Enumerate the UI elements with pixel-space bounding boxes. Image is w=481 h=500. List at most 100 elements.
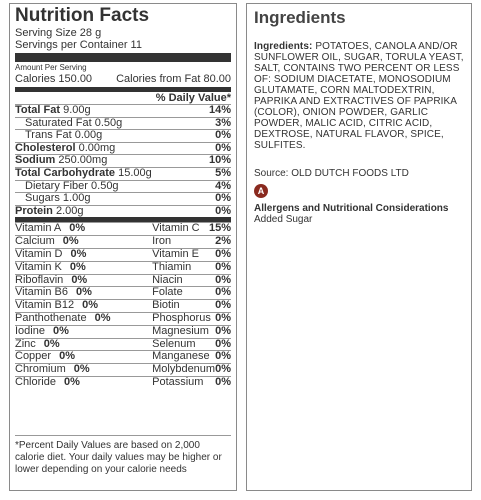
vitamin-cell: Biotin 0% (112, 299, 231, 312)
nutrient-amount: 9.00g (60, 104, 91, 116)
nutrient-row: Trans Fat 0.00g 0% (15, 129, 231, 142)
nutrient-daily-value: 10% (208, 154, 231, 167)
vitamin-cell: Vitamin K 0% (15, 260, 113, 274)
vitamin-name: Vitamin K (15, 260, 62, 273)
ingredients-panel: Ingredients Ingredients: POTATOES, CANOL… (246, 3, 472, 491)
vitamin-cell: Zinc 0% (15, 337, 113, 351)
vitamin-pct: 0% (43, 337, 60, 350)
vitamin-cell: Vitamin D 0% (15, 247, 113, 261)
calories-row: Calories 150.00 Calories from Fat 80.00 (15, 73, 231, 85)
allergen-icon: A (254, 184, 268, 198)
vitamin-name: Vitamin E (152, 247, 199, 260)
vitamin-name: Copper (15, 350, 52, 363)
vitamin-pct: 0% (215, 286, 231, 299)
vitamin-pct: 0% (215, 299, 231, 312)
nutrient-row: Protein 2.00g 0% (15, 204, 231, 218)
vitamin-cell: Iodine 0% (15, 324, 113, 338)
vitamin-mineral-grid: Vitamin A 0% Vitamin C 15% Calcium 0% Iron 2% Vi… (15, 222, 231, 388)
vitamin-pct: 0% (215, 324, 231, 337)
vitamin-divider (15, 217, 231, 223)
vitamin-pct: 0% (215, 337, 231, 350)
nutrient-name: Dietary Fiber (25, 179, 88, 192)
allergens-title: Allergens and Nutritional Considerations (254, 203, 449, 214)
nutrient-amount: 0.00mg (75, 141, 116, 154)
vitamin-name: Vitamin A (15, 222, 62, 235)
vitamin-cell: Thiamin 0% (112, 260, 231, 274)
medium-divider (15, 87, 231, 92)
nutrient-name: Sodium (15, 154, 56, 167)
vitamin-pct: 0% (69, 222, 86, 235)
vitamin-pct: 0% (215, 350, 231, 363)
vitamin-pct: 0% (94, 311, 111, 324)
amount-per-serving: Amount Per Serving (15, 63, 87, 72)
nutrient-name: Trans Fat (25, 129, 72, 142)
nutrient-label: Total Fat 9.00g (15, 104, 91, 117)
vitamin-name: Vitamin C (152, 222, 200, 235)
thick-divider (15, 53, 231, 62)
nutrient-row: Total Fat 9.00g 14% (15, 104, 231, 117)
vitamin-name: Magnesium (152, 324, 209, 337)
vitamin-name: Iron (152, 235, 172, 248)
vitamin-cell: Vitamin C 15% (112, 222, 231, 235)
nutrient-label: Sodium 250.00mg (15, 155, 107, 167)
daily-value-header: % Daily Value* (155, 92, 231, 104)
vitamin-pct: 0% (71, 273, 88, 286)
vitamin-cell: Manganese 0% (112, 350, 231, 363)
nutrient-label: Saturated Fat 0.50g (15, 117, 122, 130)
allergen-item: Added Sugar (254, 214, 313, 225)
vitamin-cell: Selenum 0% (112, 337, 231, 351)
ingredients-label: Ingredients: (254, 41, 313, 52)
vitamin-cell: Chromium 0% (15, 363, 113, 376)
vitamin-name: Vitamin B12 (15, 299, 75, 312)
vitamin-cell: Vitamin B6 0% (15, 286, 113, 299)
vitamin-cell: Vitamin B12 0% (15, 299, 113, 312)
nutrient-daily-value: 0% (215, 204, 231, 217)
vitamin-name: Chromium (15, 363, 66, 376)
nutrient-daily-value: 14% (208, 104, 231, 116)
calories-from-fat: Calories from Fat 80.00 (116, 73, 231, 85)
vitamin-cell: Potassium 0% (112, 375, 231, 389)
vitamin-name: Calcium (15, 235, 55, 248)
vitamin-cell: Riboflavin 0% (15, 273, 113, 287)
nutrient-amount: 0.00g (71, 129, 103, 142)
vitamin-cell: Vitamin E 0% (112, 247, 231, 261)
vitamin-name: Phosphorus (152, 311, 211, 324)
vitamin-pct: 0% (215, 311, 231, 324)
vitamin-pct: 0% (63, 375, 80, 388)
vitamin-name: Chloride (15, 375, 56, 388)
serving-size: Serving Size 28 g (15, 27, 102, 39)
nutrient-row: Saturated Fat 0.50g 3% (15, 116, 231, 130)
vitamin-pct: 0% (215, 273, 231, 286)
daily-value-footnote: *Percent Daily Values are based on 2,000… (15, 435, 231, 476)
vitamin-name: Molybdenum (152, 363, 216, 376)
vitamin-pct: 0% (215, 260, 231, 273)
nutrient-amount: 250.00mg (55, 154, 108, 167)
nutrient-daily-value: 5% (215, 166, 231, 179)
nutrient-daily-value: 4% (215, 179, 231, 192)
vitamin-name: Niacin (152, 273, 183, 286)
vitamin-pct: 0% (73, 363, 90, 376)
vitamin-cell: Calcium 0% (15, 235, 113, 248)
nutrition-facts-title: Nutrition Facts (15, 5, 150, 26)
calories: Calories 150.00 (15, 73, 93, 85)
nutrient-label: Trans Fat 0.00g (15, 129, 103, 142)
vitamin-pct: 0% (62, 235, 79, 248)
nutrient-row: Total Carbohydrate 15.00g 5% (15, 166, 231, 180)
vitamin-pct: 0% (69, 260, 86, 273)
vitamin-name: Biotin (152, 299, 180, 312)
nutrient-amount: 2.00g (52, 204, 84, 217)
nutrient-name: Sugars (25, 192, 60, 205)
nutrient-name: Total Fat (15, 104, 61, 116)
nutrient-amount: 1.00g (59, 192, 91, 205)
servings-per-container: Servings per Container 11 (15, 39, 142, 51)
vitamin-cell: Folate 0% (112, 286, 231, 299)
nutrient-daily-value: 0% (215, 192, 231, 205)
allergen-list: Added Sugar (254, 214, 464, 226)
vitamin-cell: Vitamin A 0% (15, 222, 113, 235)
nutrient-label: Dietary Fiber 0.50g (15, 179, 119, 193)
vitamin-name: Zinc (15, 337, 36, 350)
vitamin-pct: 0% (70, 247, 87, 260)
vitamin-pct: 0% (52, 324, 69, 337)
vitamin-name: Thiamin (152, 260, 192, 273)
vitamin-cell: Niacin 0% (112, 273, 231, 287)
